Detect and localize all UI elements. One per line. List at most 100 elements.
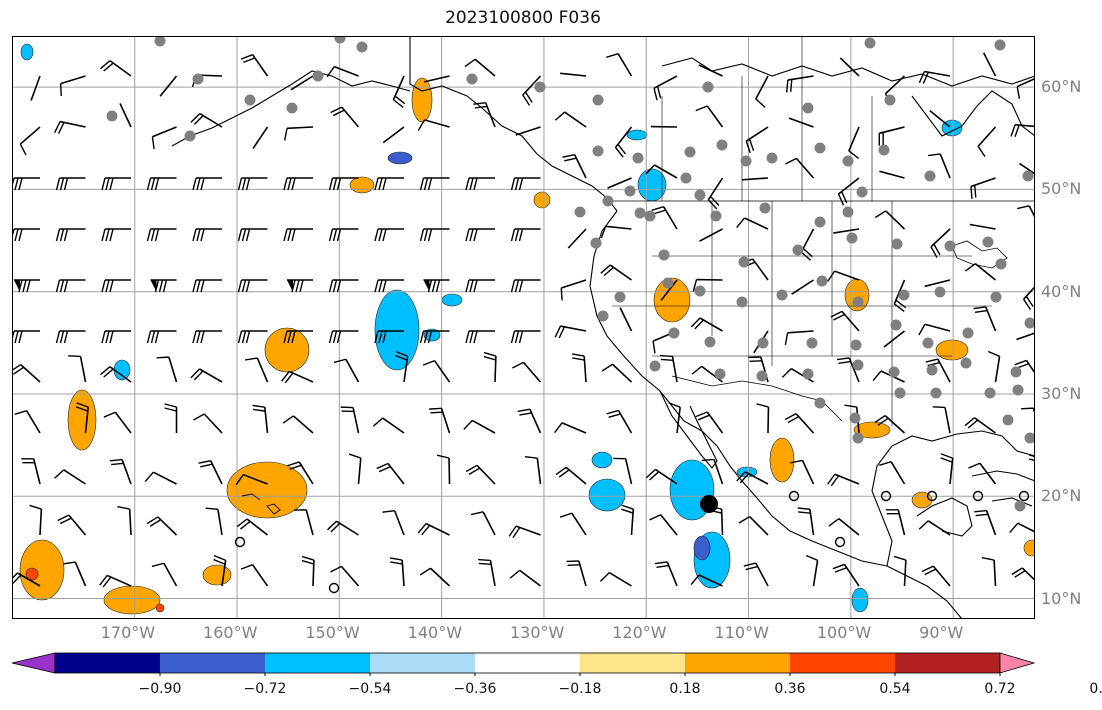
wind-barb	[918, 323, 951, 336]
colorbar-swatch	[790, 653, 895, 673]
wind-barb	[423, 279, 450, 293]
wind-barb	[606, 53, 633, 77]
great-lakes	[951, 240, 1008, 269]
wind-barb	[330, 106, 360, 128]
wind-barb	[348, 453, 362, 485]
contour-fill	[113, 359, 131, 381]
wind-barb	[417, 119, 450, 131]
wind-barb	[932, 406, 951, 434]
wind-barb	[75, 402, 90, 434]
wind-barb	[100, 60, 132, 77]
wind-barb	[690, 574, 723, 587]
wind-barb	[969, 223, 996, 230]
wind-barb	[101, 279, 131, 293]
wind-barb	[707, 177, 724, 210]
wind-barb	[974, 509, 997, 536]
alaska-coast	[409, 36, 618, 212]
station-dot	[894, 387, 906, 399]
map-frame	[12, 36, 1035, 619]
station-dot	[994, 39, 1006, 51]
station-ring	[972, 490, 984, 502]
wind-barb	[510, 228, 541, 242]
wind-barb	[599, 571, 632, 587]
wind-barb	[119, 103, 132, 128]
storm-center-marker	[700, 495, 718, 513]
lat-tick-label: 60°N	[1041, 77, 1082, 97]
wind-barb	[12, 572, 41, 587]
wind-barb	[560, 72, 587, 77]
map-title: 2023100800 F036	[445, 8, 601, 28]
wind-barb	[836, 357, 860, 383]
wind-barb	[929, 110, 951, 128]
wind-barb	[555, 466, 587, 485]
wind-barb	[827, 270, 860, 282]
wind-barb	[695, 411, 724, 434]
colorbar-swatch	[685, 653, 790, 673]
baja-peninsula	[659, 390, 718, 469]
contour-fill	[374, 289, 420, 371]
wind-barb	[830, 310, 860, 332]
wind-barb	[151, 562, 178, 587]
station-dot	[644, 210, 656, 222]
station-dot	[1002, 414, 1014, 426]
wind-barb	[660, 354, 678, 383]
wind-barb	[509, 569, 541, 587]
station-dot	[842, 155, 854, 167]
station-dot	[816, 275, 828, 287]
wind-barb	[973, 306, 997, 332]
wind-barb	[554, 422, 587, 434]
station-dot	[1024, 432, 1035, 444]
wind-barb	[146, 177, 177, 191]
station-dot	[792, 244, 804, 256]
wind-barb	[755, 75, 769, 108]
wind-barb	[736, 217, 769, 230]
wind-barb	[422, 360, 451, 383]
station-dot	[995, 258, 1007, 270]
aleutian-coast	[171, 70, 411, 147]
central-america	[886, 565, 963, 619]
station-dot	[814, 216, 826, 228]
lon-tick-label: 90°W	[919, 623, 964, 642]
wind-barb	[146, 228, 177, 242]
contour-fill	[202, 564, 232, 586]
colorbar-tick-label: −0.54	[348, 681, 392, 697]
station-dot	[766, 152, 778, 164]
station-dot	[814, 142, 826, 154]
wind-barb	[463, 419, 496, 434]
wind-barb	[698, 64, 723, 77]
contour-fill	[693, 535, 711, 561]
station-dot	[1012, 384, 1024, 396]
wind-barb	[1011, 567, 1035, 587]
wind-barb	[465, 330, 495, 344]
wind-barb	[236, 518, 268, 536]
wind-barb	[376, 462, 405, 485]
wind-barb	[559, 512, 587, 536]
wind-barb	[660, 279, 678, 301]
wind-barb	[374, 330, 404, 344]
wind-barb	[970, 177, 996, 199]
wind-barb	[465, 228, 495, 242]
station-dot	[759, 202, 771, 214]
colorbar-swatch	[895, 653, 1000, 673]
wind-barb	[240, 54, 269, 77]
contour-fill	[25, 567, 39, 581]
lat-tick-label: 10°N	[1041, 588, 1082, 608]
wind-barb	[54, 120, 86, 134]
wind-barb	[651, 206, 678, 230]
wind-barb	[1009, 522, 1035, 536]
station-dot	[574, 206, 586, 218]
wind-barb	[419, 177, 450, 191]
wind-barb	[510, 330, 541, 344]
station-dot	[756, 370, 768, 382]
wind-barb	[146, 516, 178, 536]
station-dot	[312, 70, 324, 82]
station-dot	[534, 81, 546, 93]
wind-barb	[198, 459, 223, 485]
wind-barb	[1023, 279, 1035, 310]
wind-barb	[784, 330, 814, 346]
wind-barb	[977, 126, 997, 157]
station-dot	[846, 232, 858, 244]
station-ring	[834, 536, 846, 548]
station-dot	[684, 146, 696, 158]
wind-barb	[649, 514, 678, 536]
